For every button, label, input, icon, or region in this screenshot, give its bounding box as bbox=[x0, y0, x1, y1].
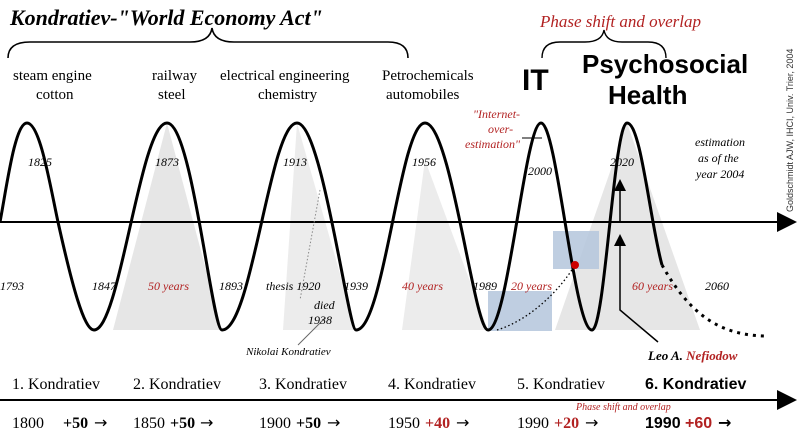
bottom-year-5: 1990 bbox=[517, 415, 549, 432]
bottom-entry-3: 1900 +50 → bbox=[259, 413, 340, 432]
trough-year-1847: 1847 bbox=[92, 279, 117, 293]
cycle-name-3: 3. Kondratiev bbox=[259, 376, 347, 393]
trough-year-1939: 1939 bbox=[344, 279, 368, 293]
peak-year-2020: 2020 bbox=[610, 155, 634, 169]
shade-cycle-2 bbox=[113, 123, 222, 330]
died-year: 1938 bbox=[308, 313, 332, 327]
bottom-year-3: 1900 bbox=[259, 415, 291, 432]
bottom-entry-2: 1850 +50 → bbox=[133, 413, 213, 432]
health-label: Health bbox=[608, 80, 687, 110]
bottom-arrow-5: → bbox=[585, 413, 598, 432]
wave-label-4a: Petrochemicals bbox=[382, 68, 474, 84]
bottom-arrow-2: → bbox=[200, 413, 213, 432]
wave-label-3a: electrical engineering bbox=[220, 68, 350, 84]
phase-brace bbox=[541, 29, 667, 59]
peak-year-1913: 1913 bbox=[283, 155, 307, 169]
bottom-increment-1: +50 bbox=[63, 415, 88, 432]
phase-shift-heading: Phase shift and overlap bbox=[539, 12, 701, 31]
trough-year-1793: 1793 bbox=[0, 279, 24, 293]
peak-year-1825: 1825 bbox=[28, 155, 52, 169]
nikolai-label: Nikolai Kondratiev bbox=[245, 346, 331, 358]
estimation-line-1: estimation bbox=[695, 135, 745, 149]
bottom-arrow-1: → bbox=[94, 413, 107, 432]
diagram-title: Kondratiev-"World Economy Act" bbox=[9, 5, 323, 30]
wave-label-1b: cotton bbox=[36, 87, 74, 103]
phase-shift-small: Phase shift and overlap bbox=[575, 402, 671, 413]
estimation-line-2: as of the bbox=[698, 151, 739, 165]
wave-label-4b: automobiles bbox=[386, 87, 459, 103]
internet-dotted-curve bbox=[496, 264, 576, 331]
duration-40-years: 40 years bbox=[402, 279, 443, 293]
leo-firstname: Leo A. bbox=[647, 348, 683, 363]
peak-year-2000: 2000 bbox=[528, 164, 552, 178]
wave-label-3b: chemistry bbox=[258, 87, 318, 103]
projection-wave bbox=[660, 264, 766, 338]
bottom-year-4: 1950 bbox=[388, 415, 420, 432]
wave-label-2a: railway bbox=[152, 68, 197, 84]
cycle-name-6: 6. Kondratiev bbox=[645, 376, 746, 393]
cycle-name-2: 2. Kondratiev bbox=[133, 376, 221, 393]
wave-label-2b: steel bbox=[158, 87, 186, 103]
leo-arrow bbox=[614, 234, 659, 343]
leo-name: Leo A. Nefiodow bbox=[647, 348, 738, 363]
peak-year-1956: 1956 bbox=[412, 155, 436, 169]
bottom-entry-4: 1950 +40 → bbox=[388, 413, 469, 432]
bottom-increment-2: +50 bbox=[170, 415, 195, 432]
peak-year-1873: 1873 bbox=[155, 155, 179, 169]
kondratiev-wave bbox=[0, 121, 664, 332]
shade-cycle-6 bbox=[555, 123, 700, 330]
estimation-line-3: year 2004 bbox=[695, 167, 744, 181]
trough-year-1893: 1893 bbox=[219, 279, 243, 293]
shade-cycle-4 bbox=[402, 160, 488, 330]
bottom-year-6: 1990 bbox=[645, 415, 681, 432]
duration-60-years: 60 years bbox=[632, 279, 673, 293]
bottom-increment-6: +60 bbox=[685, 415, 712, 432]
bottom-entry-6: 1990 +60 → bbox=[645, 413, 731, 432]
duration-50-years: 50 years bbox=[148, 279, 189, 293]
cycle-name-1: 1. Kondratiev bbox=[12, 376, 100, 393]
overlap-point bbox=[571, 261, 579, 269]
bottom-increment-3: +50 bbox=[296, 415, 321, 432]
trough-year-1989: 1989 bbox=[473, 279, 497, 293]
bottom-arrow-6: → bbox=[718, 413, 731, 432]
bottom-increment-4: +40 bbox=[425, 415, 450, 432]
trough-year-2060: 2060 bbox=[705, 279, 729, 293]
bottom-arrow-3: → bbox=[327, 413, 340, 432]
wave-label-1a: steam engine bbox=[13, 68, 92, 84]
bottom-year-2: 1850 bbox=[133, 415, 165, 432]
bottom-arrow-4: → bbox=[456, 413, 469, 432]
shade-cycle-3 bbox=[283, 123, 356, 330]
nikolai-pointer bbox=[297, 317, 326, 346]
internet-label-1: "Internet- bbox=[473, 107, 520, 121]
credit-text: Goldschmidt AJW, IHCI, Univ. Trier, 2004 bbox=[785, 49, 795, 212]
bottom-increment-5: +20 bbox=[554, 415, 579, 432]
cycle-name-4: 4. Kondratiev bbox=[388, 376, 476, 393]
bottom-year-1: 1800 bbox=[12, 415, 44, 432]
internet-label-3: estimation" bbox=[465, 137, 521, 151]
bottom-entry-5: 1990 +20 → bbox=[517, 413, 598, 432]
bottom-entry-1: 1800 +50 → bbox=[12, 413, 107, 432]
it-label: IT bbox=[522, 64, 549, 97]
title-brace bbox=[7, 27, 409, 59]
internet-label-2: over- bbox=[488, 122, 513, 136]
cycle-name-5: 5. Kondratiev bbox=[517, 376, 605, 393]
psychosocial-label: Psychosocial bbox=[582, 49, 748, 79]
duration-20-years: 20 years bbox=[511, 279, 552, 293]
thesis-dotted-line bbox=[299, 189, 321, 301]
thesis-label: thesis 1920 bbox=[266, 279, 320, 293]
died-label: died bbox=[314, 298, 336, 312]
leo-surname: Nefiodow bbox=[685, 348, 738, 363]
